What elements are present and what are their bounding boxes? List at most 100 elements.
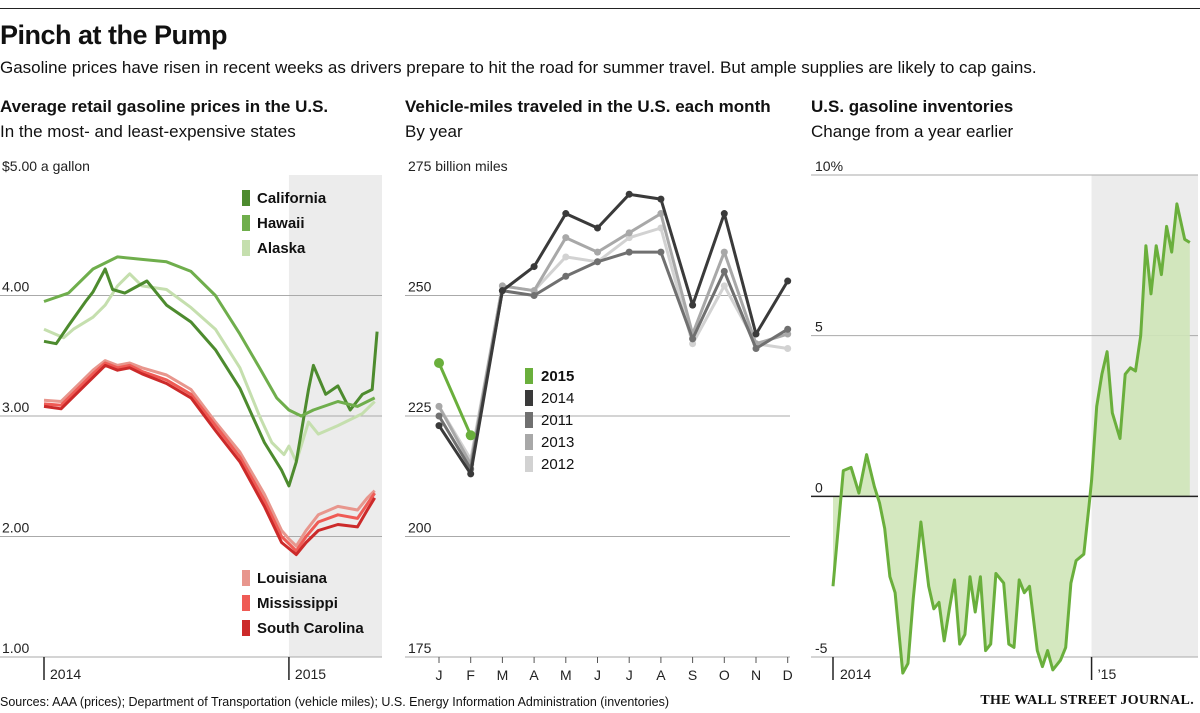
data-point-2011 xyxy=(752,345,760,353)
data-point-2012 xyxy=(784,345,792,353)
y-tick-label: 4.00 xyxy=(2,279,29,295)
legend-label: 2014 xyxy=(541,390,574,407)
series-line-south-carolina xyxy=(43,363,376,557)
series-line-louisiana xyxy=(43,359,376,548)
page-title: Pinch at the Pump xyxy=(0,20,228,50)
series-line-alaska xyxy=(43,272,376,464)
data-point-2014 xyxy=(467,470,475,478)
x-tick-label: O xyxy=(719,667,730,683)
panel-subtitle-prices: In the most- and least-expensive states xyxy=(0,122,296,141)
data-point-2011 xyxy=(657,248,665,256)
data-point-2013 xyxy=(625,229,633,237)
data-point-2011 xyxy=(562,272,570,280)
data-point-2011 xyxy=(594,258,601,266)
wsj-logo: THE WALL STREET JOURNAL. xyxy=(980,693,1194,708)
data-point-2011 xyxy=(720,267,728,275)
x-tick-label: 2014 xyxy=(50,666,81,682)
data-point-2011 xyxy=(784,325,792,333)
data-point-2013 xyxy=(435,402,443,410)
data-point-2013 xyxy=(720,248,728,256)
y-tick-label: 200 xyxy=(408,520,432,536)
series-line-hawaii xyxy=(43,255,376,418)
panel-subtitle-miles: By year xyxy=(405,122,463,141)
data-point-2014 xyxy=(720,210,728,218)
x-tick-label: S xyxy=(688,667,697,683)
legend-label: South Carolina xyxy=(257,620,364,637)
sources-note: Sources: AAA (prices); Department of Tra… xyxy=(0,695,670,709)
legend-label: 2013 xyxy=(541,434,574,451)
page-subtitle: Gasoline prices have risen in recent wee… xyxy=(0,58,1037,77)
y-tick-label: -5 xyxy=(815,640,828,656)
data-point-2014 xyxy=(657,195,665,203)
inventory-line xyxy=(831,202,1191,675)
data-point-2013 xyxy=(657,210,665,218)
series-line-2014 xyxy=(437,192,789,476)
data-point-2014 xyxy=(498,287,506,295)
panel-title-miles: Vehicle-miles traveled in the U.S. each … xyxy=(405,97,771,116)
data-point-2014 xyxy=(689,301,697,309)
data-point-2014 xyxy=(435,422,443,430)
data-point-2014 xyxy=(530,263,538,271)
data-point-2015 xyxy=(465,430,476,441)
y-tick-label: 0 xyxy=(815,479,823,495)
data-point-2012 xyxy=(657,224,665,232)
y-tick-label: 275 billion miles xyxy=(408,158,508,174)
legend-swatch xyxy=(525,434,533,450)
data-point-2013 xyxy=(594,248,601,256)
data-point-2012 xyxy=(625,234,633,242)
data-point-2014 xyxy=(625,190,633,198)
legend-label: Mississippi xyxy=(257,595,338,612)
x-tick-label: A xyxy=(656,667,666,683)
data-point-2013 xyxy=(784,330,792,338)
y-tick-label: 1.00 xyxy=(2,640,29,656)
legend-swatch xyxy=(525,368,533,384)
legend-label: Hawaii xyxy=(257,215,305,232)
data-point-2013 xyxy=(530,287,538,295)
y-tick-label: 3.00 xyxy=(2,399,29,415)
y-tick-label: 250 xyxy=(408,279,432,295)
legend-swatch xyxy=(525,390,533,406)
legend-swatch xyxy=(242,570,250,586)
data-point-2013 xyxy=(562,234,570,242)
data-point-2014 xyxy=(594,224,601,232)
legend-swatch xyxy=(525,456,533,472)
series-line-mississippi xyxy=(43,361,376,553)
panel-title-prices: Average retail gasoline prices in the U.… xyxy=(0,97,329,116)
legend-label: 2015 xyxy=(541,368,574,385)
data-point-2014 xyxy=(562,210,570,218)
legend-swatch xyxy=(242,595,250,611)
series-line-2015 xyxy=(437,362,473,436)
data-point-2011 xyxy=(689,335,697,343)
data-point-2011 xyxy=(435,412,443,420)
x-tick-label: M xyxy=(497,667,509,683)
x-tick-label: 2015 xyxy=(295,666,326,682)
legend-swatch xyxy=(242,620,250,636)
data-point-2014 xyxy=(784,277,792,285)
top-rule xyxy=(0,8,1200,9)
series-line-california xyxy=(43,267,379,488)
x-tick-label: A xyxy=(529,667,539,683)
data-point-2012 xyxy=(720,282,728,290)
data-point-2015 xyxy=(434,357,444,368)
panel-title-inventories: U.S. gasoline inventories xyxy=(811,97,1014,116)
x-tick-label: J xyxy=(436,667,443,683)
y-tick-label: 5 xyxy=(815,319,823,335)
x-tick-label: N xyxy=(751,667,761,683)
legend-label: 2011 xyxy=(541,412,573,429)
x-tick-label: J xyxy=(594,667,601,683)
x-tick-label: J xyxy=(626,667,633,683)
y-tick-label: 2.00 xyxy=(2,520,29,536)
legend-label: 2012 xyxy=(541,456,574,473)
data-point-2011 xyxy=(530,292,538,299)
legend-swatch xyxy=(242,190,250,206)
y-tick-label: $5.00 a gallon xyxy=(2,158,90,174)
data-point-2011 xyxy=(625,248,633,256)
x-tick-label: 2014 xyxy=(840,666,871,682)
x-tick-label: F xyxy=(466,667,475,683)
x-tick-label: M xyxy=(560,667,572,683)
panel-subtitle-inventories: Change from a year earlier xyxy=(811,122,1014,141)
data-point-2012 xyxy=(562,253,570,261)
